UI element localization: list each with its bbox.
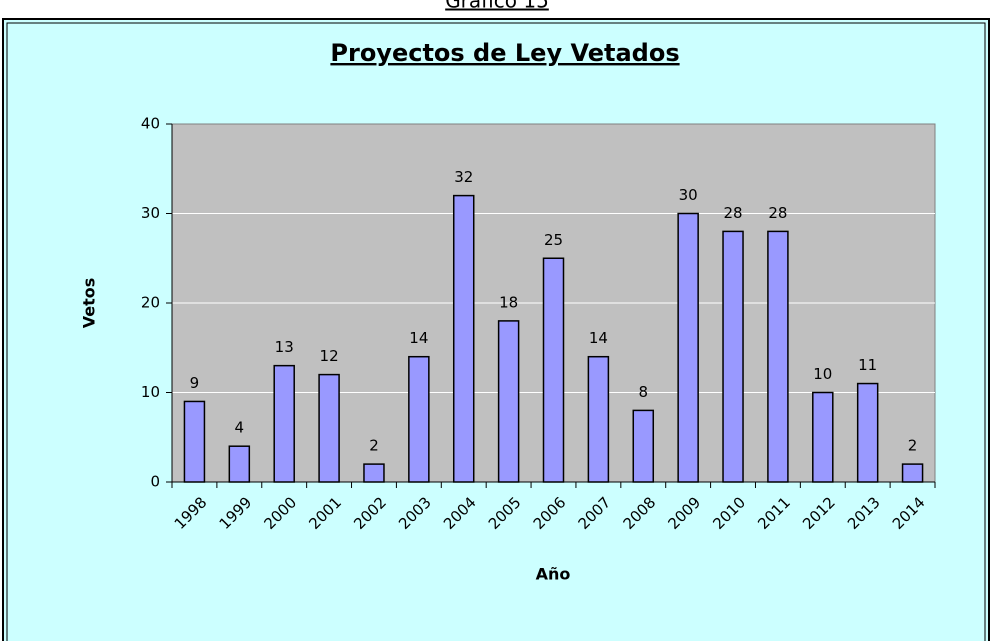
data-label: 8 [638, 383, 648, 401]
data-label: 12 [320, 347, 339, 365]
bar [273, 364, 295, 483]
bar [228, 445, 251, 483]
y-tick-label: 40 [141, 115, 160, 133]
data-label: 28 [768, 204, 787, 222]
data-label: 18 [499, 293, 518, 311]
bar [677, 212, 699, 483]
bar [452, 194, 475, 483]
bar [497, 320, 520, 483]
bar [722, 230, 744, 483]
data-label: 13 [275, 338, 294, 356]
data-label: 4 [235, 419, 245, 437]
bar [901, 463, 924, 483]
bar [856, 382, 879, 483]
bar [183, 400, 206, 483]
data-label: 14 [409, 329, 428, 347]
chart-frame-inner [6, 22, 986, 641]
data-label: 14 [589, 329, 608, 347]
bar [767, 230, 789, 483]
bar [408, 355, 430, 483]
data-label: 32 [454, 168, 473, 186]
bar [812, 391, 834, 483]
y-tick-label: 10 [141, 383, 160, 401]
bar [363, 463, 385, 483]
data-label: 2 [369, 437, 379, 455]
y-axis-title: Vetos [80, 278, 99, 329]
y-tick-label: 30 [141, 204, 160, 222]
chart-title: Proyectos de Ley Vetados [330, 39, 679, 67]
data-label: 9 [190, 374, 200, 392]
bar [587, 355, 610, 483]
caption: Gráfico 15 [445, 0, 549, 13]
y-tick-label: 0 [150, 473, 160, 491]
bar [632, 409, 655, 483]
bar [542, 257, 565, 483]
data-label: 2 [908, 437, 918, 455]
y-tick-label: 20 [141, 294, 160, 312]
bar [318, 373, 340, 483]
data-label: 30 [679, 186, 698, 204]
data-label: 11 [858, 356, 877, 374]
data-label: 28 [723, 204, 742, 222]
data-label: 25 [544, 231, 563, 249]
data-label: 10 [813, 365, 832, 383]
x-axis-title: Año [536, 565, 571, 584]
